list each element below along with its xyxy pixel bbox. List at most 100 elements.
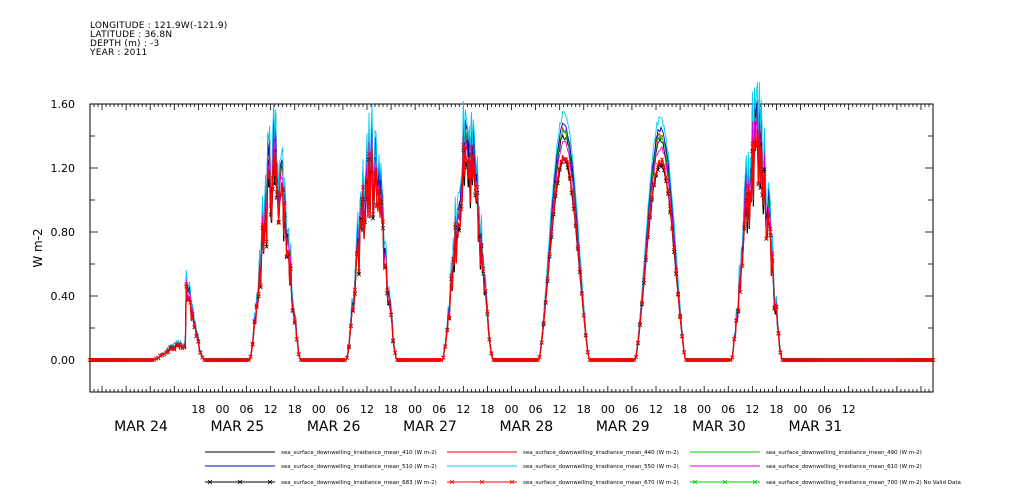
x-tick-label: 18: [191, 403, 205, 416]
series-marker: [653, 171, 659, 177]
series-marker: [734, 318, 739, 323]
series-marker: [571, 203, 576, 208]
x-tick-label: 00: [408, 403, 422, 416]
x-tick-label: 00: [505, 403, 519, 416]
series-marker: [250, 341, 255, 346]
header-depth: DEPTH (m) : -3: [90, 39, 160, 49]
series-marker: [541, 321, 546, 326]
month-label: MAR 31: [789, 419, 843, 435]
legend-label: sea_surface_downwelling_irradiance_mean_…: [523, 450, 679, 456]
series-marker: [930, 357, 936, 363]
y-tick-label: 0.80: [51, 226, 76, 239]
series-marker: [358, 218, 364, 223]
series-marker: [368, 167, 374, 172]
axis-ticks: [89, 103, 934, 393]
series-marker: [152, 357, 157, 362]
plot-frame: [89, 103, 934, 393]
series-marker: [459, 207, 464, 212]
series-marker: [182, 343, 187, 349]
month-label: MAR 24: [114, 419, 168, 435]
series-marker: [774, 305, 779, 310]
series-marker: [386, 298, 392, 304]
series-marker: [477, 237, 482, 242]
series-marker: [258, 283, 263, 288]
series-marker: [553, 191, 558, 196]
series-marker: [256, 291, 261, 297]
series-marker: [748, 189, 753, 194]
legend-label: sea_surface_downwelling_irradiance_mean_…: [523, 480, 679, 486]
x-tick-label: 00: [794, 403, 808, 416]
month-label: MAR 25: [210, 419, 264, 435]
series-marker: [262, 228, 267, 233]
legend: sea_surface_downwelling_irradiance_mean_…: [205, 450, 961, 486]
series-marker: [547, 252, 552, 257]
series-marker: [194, 334, 199, 339]
series-marker: [742, 221, 747, 227]
series-marker: [376, 188, 382, 194]
series-marker: [760, 188, 765, 193]
series-marker: [266, 176, 271, 181]
series-marker: [190, 311, 195, 316]
month-label: MAR 27: [403, 419, 457, 435]
legend-label: sea_surface_downwelling_irradiance_mean_…: [281, 464, 437, 470]
series-marker: [736, 308, 741, 313]
x-tick-label: 00: [215, 403, 229, 416]
series-marker: [390, 338, 396, 343]
series-marker: [374, 204, 380, 209]
series-marker: [172, 347, 177, 352]
series-marker: [643, 255, 649, 260]
series-marker: [485, 309, 490, 315]
series-marker: [384, 288, 390, 293]
series-marker: [659, 157, 665, 162]
series-marker: [284, 254, 289, 259]
series-marker: [678, 313, 683, 318]
series-marker: [447, 315, 452, 320]
series-marker: [583, 332, 588, 338]
series-marker: [549, 229, 554, 234]
series-marker: [270, 176, 275, 181]
x-tick-label: 18: [384, 403, 398, 416]
series-marker: [350, 308, 356, 313]
series-marker: [475, 185, 480, 190]
series-marker: [651, 181, 657, 186]
series-marker: [665, 187, 671, 193]
series-line: [90, 101, 933, 361]
x-tick-label: 12: [553, 403, 567, 416]
y-tick-label: 0.40: [51, 290, 76, 303]
series-marker: [631, 357, 637, 363]
series-marker: [354, 251, 360, 256]
series-marker: [188, 300, 193, 305]
series-marker: [178, 342, 183, 347]
series-marker: [360, 185, 366, 190]
series-marker: [248, 354, 253, 359]
series-marker: [581, 313, 586, 318]
series-marker: [344, 355, 349, 360]
series-marker: [750, 141, 755, 146]
series-marker: [766, 211, 771, 217]
series-marker: [563, 156, 568, 162]
legend-label: sea_surface_downwelling_irradiance_mean_…: [523, 464, 679, 470]
month-label: MAR 29: [596, 419, 650, 435]
series-marker: [364, 176, 370, 182]
series-marker: [378, 196, 384, 201]
y-tick-label: 1.60: [51, 98, 76, 111]
series-marker: [575, 244, 580, 250]
series-marker: [730, 355, 735, 360]
series-marker: [382, 262, 388, 267]
series-line: [90, 81, 933, 361]
series-marker: [674, 268, 679, 273]
series-marker: [292, 319, 297, 324]
series-marker: [655, 163, 661, 168]
series-marker: [380, 219, 386, 224]
series-marker: [635, 340, 641, 345]
series-marker: [543, 299, 548, 305]
x-tick-label: 00: [697, 403, 711, 416]
series-marker: [252, 320, 257, 325]
legend-label: sea_surface_downwelling_irradiance_mean_…: [766, 480, 961, 486]
legend-marker: [267, 479, 273, 485]
legend-label: sea_surface_downwelling_irradiance_mean_…: [766, 450, 922, 456]
series-marker: [469, 144, 474, 149]
series-marker: [483, 288, 488, 294]
legend-label: sea_surface_downwelling_irradiance_mean_…: [281, 450, 437, 456]
series-marker: [455, 231, 460, 236]
